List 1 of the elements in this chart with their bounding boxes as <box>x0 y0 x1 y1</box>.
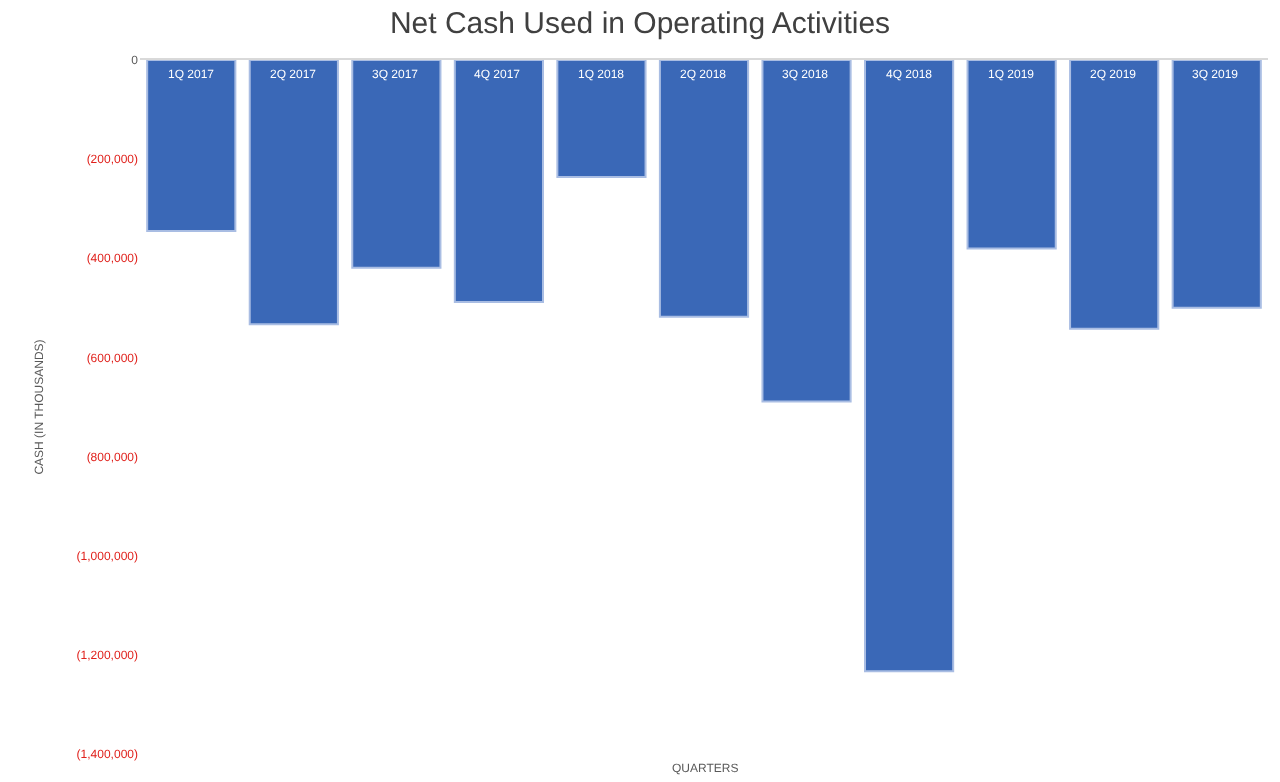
chart-title: Net Cash Used in Operating Activities <box>389 6 891 41</box>
